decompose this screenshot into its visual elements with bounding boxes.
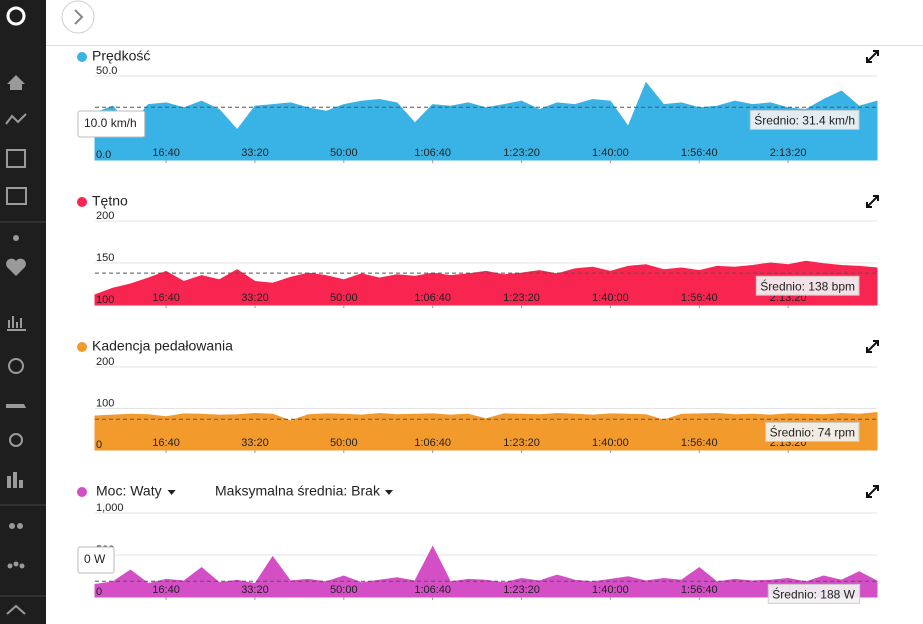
y-tick-label: 50.0: [96, 65, 117, 77]
x-tick-label: 1:56:40: [681, 584, 718, 596]
chevron: [74, 9, 84, 25]
x-tick-label: 50:00: [330, 584, 358, 596]
average-label: Średnio: 74 rpm: [770, 424, 855, 439]
dropdown-arrow: [384, 490, 393, 495]
expand-icon[interactable]: [866, 340, 879, 353]
average-label: Średnio: 138 bpm: [760, 278, 855, 293]
x-tick-label: 1:23:20: [503, 292, 540, 304]
x-tick-label: 1:40:00: [592, 584, 629, 596]
x-tick-label: 1:06:40: [414, 584, 451, 596]
area: [94, 81, 878, 161]
y-tick-label: 100: [96, 397, 114, 409]
chart-title: Tętno: [92, 193, 128, 209]
sidebar-icons: [0, 6, 46, 615]
x-tick-label: 1:40:00: [592, 292, 629, 304]
heart-icon[interactable]: [6, 258, 26, 276]
x-tick-label: 16:40: [152, 147, 180, 159]
x-tick-label: 1:56:40: [681, 437, 718, 449]
average-badge: Średnio: 188 W: [767, 583, 861, 604]
person-icon[interactable]: [13, 235, 19, 241]
x-tick-label: 1:40:00: [592, 147, 629, 159]
legend-dot: [77, 342, 87, 352]
dropdown-arrow: [167, 490, 176, 495]
average-box: [765, 421, 860, 442]
chart-title: Kadencja pedałowania: [92, 338, 233, 354]
y-tick-label: 100: [96, 294, 114, 306]
tooltip-text: 10.0 km/h: [84, 116, 137, 130]
average-box: [749, 109, 860, 130]
calendar-icon[interactable]: [6, 149, 26, 168]
shoe-icon[interactable]: [6, 404, 26, 408]
x-tick-label: 50:00: [330, 437, 358, 449]
average-badge: Średnio: 138 bpm: [755, 275, 860, 296]
x-tick-label: 1:23:20: [503, 437, 540, 449]
report-icon[interactable]: [7, 472, 23, 488]
expand-icon[interactable]: [866, 50, 879, 63]
legend-dot: [77, 52, 87, 62]
x-tick-label: 1:06:40: [414, 147, 451, 159]
bulb-icon[interactable]: [9, 433, 23, 447]
tooltip: 0 W: [77, 546, 115, 574]
timer-icon[interactable]: [8, 358, 24, 374]
tooltip-box: [77, 546, 115, 574]
up-icon[interactable]: [6, 604, 26, 615]
x-tick-label: 1:56:40: [681, 147, 718, 159]
x-tick-label: 1:06:40: [414, 292, 451, 304]
average-badge: Średnio: 74 rpm: [765, 421, 860, 442]
average-label: Średnio: 31.4 km/h: [754, 112, 855, 127]
expand-icon[interactable]: [866, 485, 879, 498]
chart-title: Moc: Waty: [96, 483, 162, 499]
y-tick-label: 200: [96, 210, 114, 222]
x-tick-label: 1:23:20: [503, 584, 540, 596]
tooltip-box: [77, 110, 146, 138]
x-tick-label: 16:40: [152, 584, 180, 596]
logo[interactable]: [6, 6, 26, 26]
x-tick-label: 16:40: [152, 292, 180, 304]
control-label[interactable]: Maksymalna średnia: Brak: [215, 483, 381, 499]
x-tick-label: 1:23:20: [503, 147, 540, 159]
activity-icon[interactable]: [5, 113, 27, 125]
area: [94, 545, 878, 598]
x-tick-label: 33:20: [241, 584, 269, 596]
home-icon[interactable]: [7, 75, 25, 90]
y-tick-label: 150: [96, 252, 114, 264]
x-tick-label: 50:00: [330, 147, 358, 159]
x-tick-label: 1:56:40: [681, 292, 718, 304]
y-tick-label: 1,000: [96, 502, 124, 514]
expand-button[interactable]: [61, 0, 95, 34]
y-tick-label: 0: [96, 586, 102, 598]
legend-dot: [77, 197, 87, 207]
legend-dot: [77, 487, 87, 497]
tooltip-text: 0 W: [84, 552, 106, 566]
sidebar: [0, 0, 46, 624]
y-tick-label: 200: [96, 356, 114, 368]
chart-title: Prędkość: [92, 48, 150, 64]
average-box: [767, 583, 861, 604]
x-tick-label: 50:00: [330, 292, 358, 304]
average-box: [755, 275, 860, 296]
area: [94, 412, 878, 451]
average-badge: Średnio: 31.4 km/h: [749, 109, 860, 130]
x-tick-label: 1:40:00: [592, 437, 629, 449]
tooltip: 10.0 km/h: [77, 110, 146, 138]
x-tick-label: 16:40: [152, 437, 180, 449]
stats-icon[interactable]: [7, 316, 26, 331]
y-tick-label: 0.0: [96, 149, 111, 161]
expand-icon[interactable]: [866, 195, 879, 208]
x-tick-label: 2:13:20: [770, 147, 807, 159]
news-icon[interactable]: [6, 187, 27, 205]
y-tick-label: 0: [96, 439, 102, 451]
x-tick-label: 33:20: [241, 147, 269, 159]
x-tick-label: 33:20: [241, 437, 269, 449]
average-label: Średnio: 188 W: [772, 586, 855, 601]
charts: Prędkość 0.0 50.0 16:40 33:20 50:00 1:06:40 1:2…: [77, 48, 879, 604]
x-tick-label: 1:06:40: [414, 437, 451, 449]
x-tick-label: 33:20: [241, 292, 269, 304]
